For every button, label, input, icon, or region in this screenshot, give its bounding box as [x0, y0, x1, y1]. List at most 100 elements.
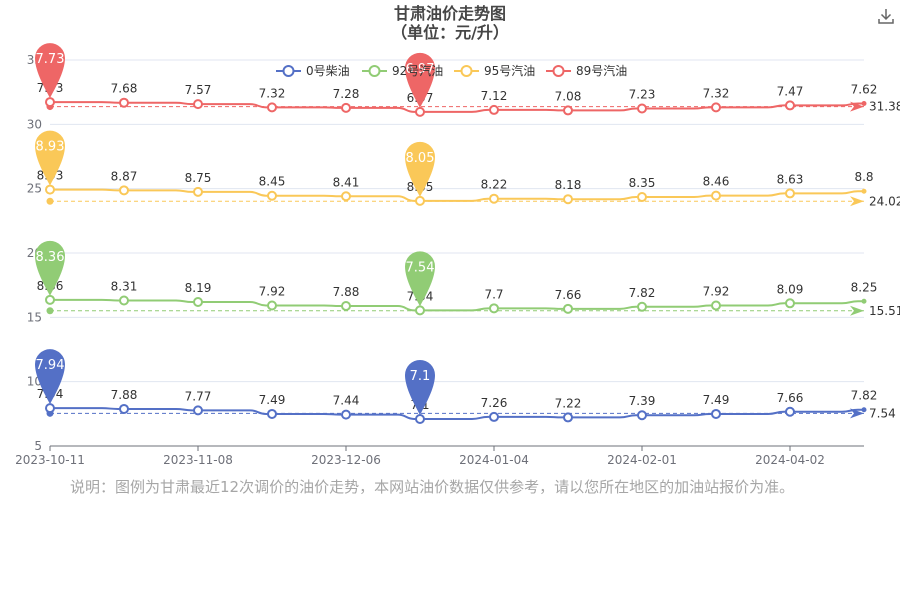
average-arrow: [850, 196, 864, 207]
max-marker-label: 7.73: [36, 52, 65, 67]
y-tick-label: 15: [27, 310, 42, 324]
max-marker-pin: [35, 349, 65, 405]
data-point: [119, 295, 129, 306]
data-point: [711, 300, 721, 311]
data-label: 8.09: [777, 282, 804, 296]
data-point: [119, 97, 129, 108]
data-label: 7.62: [851, 82, 878, 96]
series-lines: [45, 97, 867, 424]
data-label: 7.26: [481, 396, 508, 410]
data-label: 7.22: [555, 396, 582, 410]
markers: 7.94 7.1 8.36 7.54 8.93 8.05 7.73 6.97: [35, 43, 435, 415]
data-label: 8.31: [111, 279, 138, 293]
data-label: 7.49: [703, 393, 730, 407]
data-point: [563, 412, 573, 423]
data-point: [45, 97, 55, 108]
download-icon[interactable]: [876, 6, 896, 26]
min-marker-pin: [405, 52, 435, 108]
series-line-2: [50, 188, 864, 202]
data-point: [193, 297, 203, 308]
max-marker-label: 8.93: [36, 140, 65, 155]
footnote: 说明：图例为甘肃最近12次调价的油价走势，本网站油价数据仅供参考，请以您所在地区…: [70, 478, 795, 496]
data-label: 7.39: [629, 394, 656, 408]
chart-title: 甘肃油价走势图 （单位：元/升）: [0, 4, 900, 42]
data-label: 8.35: [629, 176, 656, 190]
average-start-dot: [46, 197, 54, 205]
data-label: 8.18: [555, 178, 582, 192]
grid-lines: [50, 59, 864, 447]
data-point: [785, 100, 795, 111]
data-point: [861, 188, 867, 194]
average-lines: 7.54 15.51 24.02 31.38: [46, 100, 900, 420]
data-label: 7.77: [185, 389, 212, 403]
data-label: 7.28: [333, 87, 360, 101]
max-marker-label: 7.94: [36, 358, 65, 373]
x-tick-label: 2023-11-08: [163, 453, 233, 467]
average-start-dot: [46, 307, 54, 315]
data-point: [45, 294, 55, 305]
data-point: [119, 403, 129, 414]
data-point: [637, 301, 647, 312]
data-point: [119, 185, 129, 196]
data-point: [341, 191, 351, 202]
data-label: 7.66: [555, 288, 582, 302]
data-label: 8.87: [111, 169, 138, 183]
data-label: 8.41: [333, 175, 360, 189]
data-point: [193, 405, 203, 416]
data-point: [563, 303, 573, 314]
data-point: [563, 105, 573, 116]
data-point: [341, 102, 351, 113]
data-point: [341, 301, 351, 312]
x-tick-label: 2024-02-01: [607, 453, 677, 467]
data-label: 7.68: [111, 82, 138, 96]
data-point: [861, 100, 867, 106]
data-label: 7.23: [629, 88, 656, 102]
data-point: [861, 407, 867, 413]
chart-title-line1: 甘肃油价走势图: [393, 4, 506, 23]
max-marker-label: 8.36: [36, 250, 65, 265]
data-label: 8.46: [703, 175, 730, 189]
average-label: 7.54: [869, 406, 896, 420]
data-label: 7.49: [259, 393, 286, 407]
data-point: [45, 184, 55, 195]
data-label: 7.88: [333, 285, 360, 299]
data-point: [489, 411, 499, 422]
legend-label: 92号汽油: [392, 63, 443, 78]
data-point: [489, 303, 499, 314]
y-tick-label: 5: [34, 439, 42, 453]
x-tick-label: 2024-04-02: [755, 453, 825, 467]
data-label: 8.22: [481, 178, 508, 192]
data-labels: 7.94 7.88 7.77 7.49 7.44 7.1 7.26 7.22 7.39 7.49 7…: [37, 81, 878, 412]
average-label: 15.51: [869, 304, 900, 318]
data-point: [711, 408, 721, 419]
data-point: [341, 409, 351, 420]
x-tick-label: 2023-12-06: [311, 453, 381, 467]
legend-symbol: [368, 65, 381, 77]
data-label: 8.75: [185, 171, 212, 185]
min-marker-pin: [405, 251, 435, 307]
data-label: 8.45: [259, 175, 286, 189]
data-point: [563, 194, 573, 205]
data-label: 7.32: [259, 86, 286, 100]
x-tick-label: 2024-01-04: [459, 453, 529, 467]
data-point: [415, 413, 425, 424]
data-label: 7.12: [481, 89, 508, 103]
legend: 0号柴油 92号汽油 95号汽油 89号汽油: [276, 63, 627, 78]
min-marker-label: 7.1: [410, 369, 431, 384]
average-arrow: [850, 305, 864, 316]
data-label: 7.92: [259, 284, 286, 298]
legend-label: 0号柴油: [306, 64, 350, 78]
data-point: [785, 188, 795, 199]
data-point: [267, 408, 277, 419]
data-point: [861, 298, 867, 304]
data-point: [785, 298, 795, 309]
data-point: [193, 186, 203, 197]
data-point: [267, 190, 277, 201]
min-marker-label: 6.97: [406, 62, 435, 77]
data-point: [45, 403, 55, 414]
data-point: [785, 406, 795, 417]
data-label: 7.08: [555, 89, 582, 103]
max-marker-pin: [35, 130, 65, 186]
series-line-0: [50, 407, 864, 420]
